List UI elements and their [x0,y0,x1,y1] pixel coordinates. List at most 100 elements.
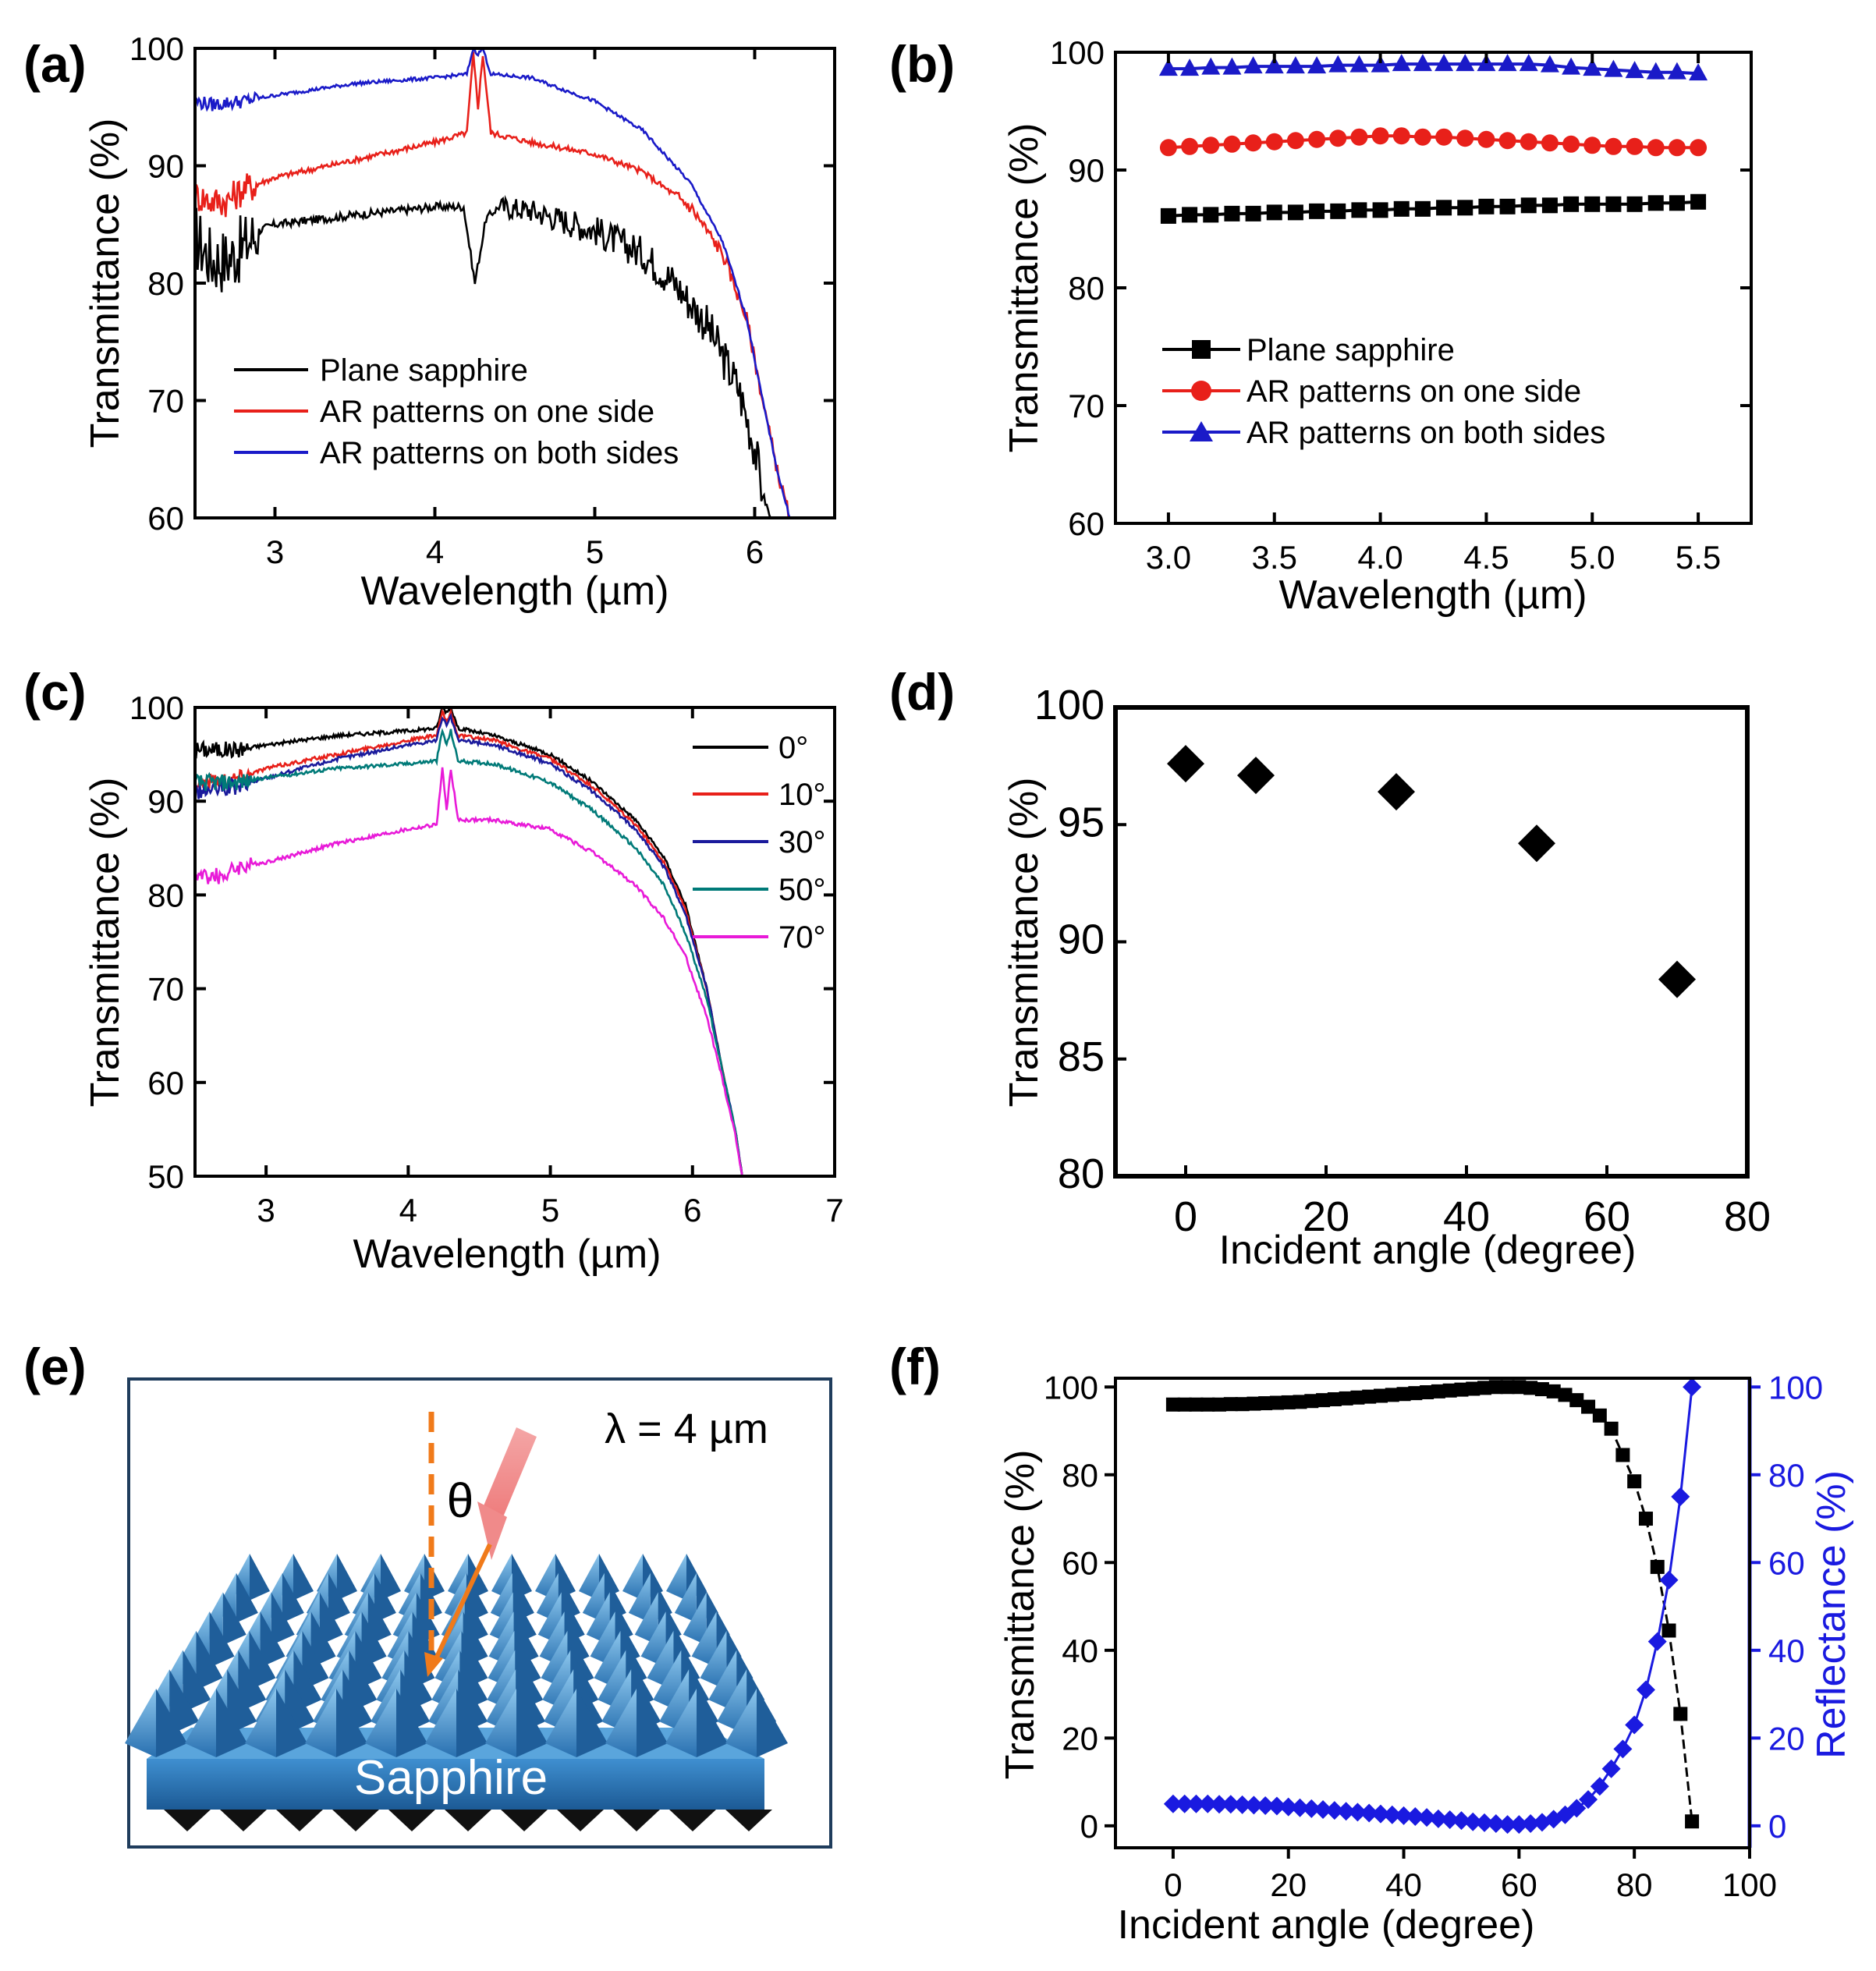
bottom-pyramid [445,1810,491,1831]
marker-b-circle [1202,136,1220,154]
y-tick-label: 50 [147,1158,184,1195]
marker-b-circle [1605,137,1622,155]
chart-d-area: 0 20 40 60 80 80 85 90 95 100 [1034,682,1771,1240]
x-tick-label: 40 [1443,1193,1490,1240]
marker-f-square [1500,1380,1515,1395]
y-tick-label: 0 [1080,1808,1098,1845]
pyramid-face-dark [697,1689,728,1757]
marker-b-triangle [1540,55,1559,73]
pyramid-face-light [640,1611,666,1668]
marker-f-square [1615,1448,1630,1462]
series-line-c-4 [195,767,743,1176]
marker-b-square [1626,196,1643,212]
marker-d-diamond [1167,745,1204,783]
y-tick-label: 60 [1068,505,1105,542]
pyramid-face-light [485,1689,516,1757]
bottom-pyramid [388,1810,435,1831]
chart-d-xlabel: Incident angle (degree) [1219,1228,1637,1273]
marker-b-triangle [1667,62,1686,80]
y2-tick-label: 40 [1768,1632,1805,1669]
pyramid-face-light [717,1669,747,1735]
chart-a-xlabel: Wavelength (µm) [360,569,668,614]
marker-f-diamond [1244,1796,1264,1815]
chart-f-series-group [1163,1378,1702,1835]
pyramid-face-dark [374,1572,396,1623]
series-line-c-0 [195,707,743,1176]
pyramid-face-light [365,1689,396,1757]
y-tick-label: 100 [1044,1369,1098,1406]
marker-b-triangle [1434,54,1454,72]
bottom-pyramid [725,1810,772,1831]
chart-b-area: 3.0 3.5 4.0 4.5 5.0 5.5 60 70 80 90 100 [1050,34,1751,576]
marker-b-circle [1690,139,1708,157]
marker-f-diamond [1198,1794,1218,1813]
pyramid-face-light [725,1689,757,1757]
legend-b-plane: Plane sapphire [1247,333,1455,367]
ray-arrowhead [424,1652,443,1677]
marker-b-triangle [1604,59,1623,77]
marker-f-diamond [1336,1802,1356,1821]
marker-b-circle [1456,129,1474,147]
panel-label-f: (f) [889,1338,941,1395]
marker-b-circle [1626,137,1644,155]
panel-label-d: (d) [889,663,955,721]
marker-f-diamond [1683,1378,1702,1397]
x-tick-label: 3 [266,534,284,570]
series-line-c-2 [195,712,743,1176]
pyramid-face-dark [209,1611,235,1668]
marker-f-square [1385,1388,1399,1402]
marker-d-diamond [1378,773,1415,811]
marker-f-square [1558,1388,1573,1402]
marker-b-circle [1583,136,1601,154]
marker-f-square [1442,1383,1457,1398]
panel-b: (b) 3.0 3.5 4.0 4.5 5.0 5.5 60 70 80 90 100 Plane … [889,34,1753,618]
chart-c-series-group [195,707,743,1176]
y-tick-label: 85 [1058,1033,1105,1080]
marker-b-triangle [1222,57,1242,75]
marker-b-triangle [1201,57,1221,75]
y-tick-label: 100 [129,30,184,67]
pyramid-face-dark [282,1572,304,1623]
marker-b-square [1457,200,1473,216]
panel-d: (d) 0 20 40 60 80 80 85 90 95 100 Incident angle … [889,663,1771,1273]
x-tick-label: 4 [426,534,444,570]
panel-e: (e) Sapphire θ λ = 4 µm [23,1338,832,1849]
marker-b-circle [1159,139,1177,157]
x-tick-label: 60 [1501,1866,1537,1903]
series-line-f-0 [1172,1385,1693,1822]
pyramid-face-dark [260,1611,285,1668]
marker-f-diamond [1567,1799,1587,1818]
marker-b-triangle [1456,54,1475,72]
marker-b-square [1605,196,1622,212]
marker-f-diamond [1590,1777,1609,1796]
x-tick-label: 3.5 [1252,539,1297,576]
x-tick-label: 4 [399,1192,417,1228]
marker-f-square [1650,1559,1665,1574]
refracted-ray [431,1543,492,1667]
pyramid-face-light [628,1572,651,1623]
marker-b-square [1330,203,1346,219]
marker-b-circle [1498,132,1516,150]
marker-f-diamond [1509,1815,1529,1835]
marker-f-diamond [1428,1809,1448,1828]
bottom-pyramid [501,1810,548,1831]
panel-label-a: (a) [23,35,87,93]
pyramid-face-dark [250,1554,270,1601]
pyramid-face-dark [424,1554,445,1601]
substrate-label: Sapphire [354,1751,548,1805]
marker-b-square [1478,198,1495,214]
marker-b-square [1414,200,1431,217]
pyramid-face-dark [271,1592,295,1646]
chart-b-xlabel: Wavelength (µm) [1278,573,1587,618]
pyramid-face-light [691,1611,717,1668]
marker-f-square [1512,1380,1527,1395]
pyramid-array [125,1554,788,1757]
marker-b-circle [1308,130,1326,148]
marker-f-square [1569,1393,1584,1408]
legend-b-both-sides: AR patterns on both sides [1247,416,1605,450]
bottom-pyramid [164,1810,211,1831]
chart-c-legend: 0° 10° 30° 50° 70° [693,731,826,955]
marker-b-circle [1520,133,1537,151]
y-tick-label: 80 [1058,1150,1105,1197]
marker-b-circle [1562,135,1580,153]
